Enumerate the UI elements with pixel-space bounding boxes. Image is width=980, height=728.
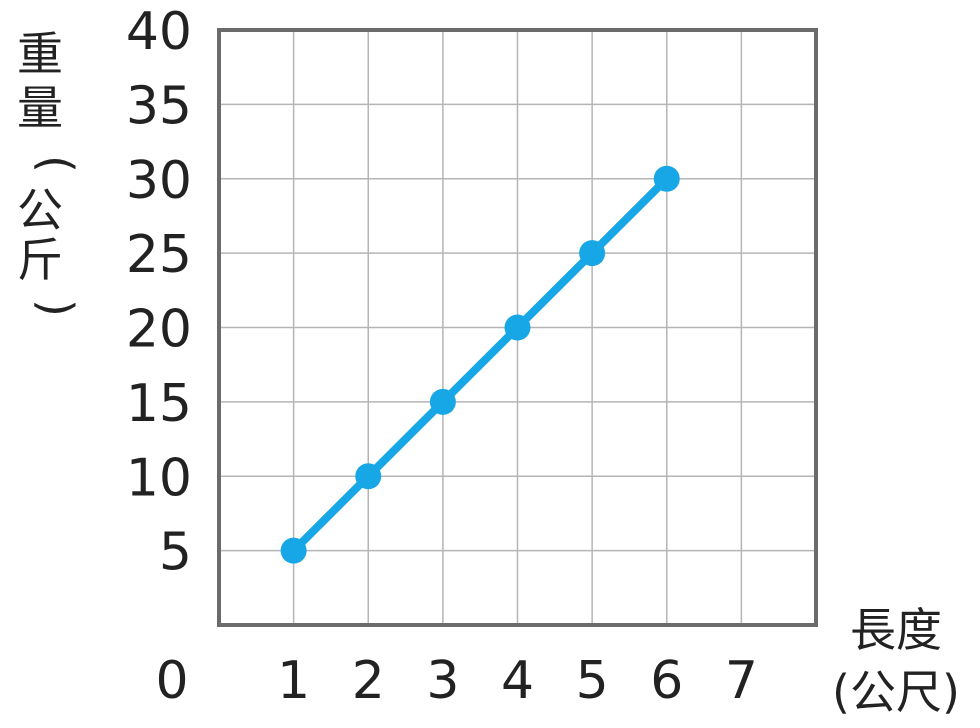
x-tick-label: 4	[501, 651, 534, 711]
x-axis-title-line2: (公尺)	[832, 665, 960, 719]
x-tick-label: 6	[650, 651, 683, 711]
origin-label: 0	[155, 651, 188, 711]
x-axis-title-line1: 長度	[850, 603, 942, 657]
series-layer	[280, 165, 680, 564]
y-axis-title-char: 斤	[17, 233, 63, 287]
data-point	[653, 165, 680, 192]
y-tick-label: 40	[126, 2, 192, 62]
data-point	[504, 314, 531, 341]
y-tick-label: 15	[126, 374, 192, 434]
x-tick-label: 5	[576, 651, 609, 711]
y-tick-label: 20	[126, 300, 192, 360]
y-tick-label: 25	[126, 225, 192, 285]
x-tick-label: 1	[277, 651, 310, 711]
y-axis-title-char: 量	[17, 81, 63, 135]
data-point	[355, 463, 382, 490]
data-point	[579, 240, 606, 267]
y-axis-title: 重量 ( 公斤)	[17, 27, 83, 317]
plot-frame	[217, 28, 818, 627]
y-tick-label: 10	[126, 448, 192, 508]
data-point	[429, 388, 456, 415]
x-tick-label: 7	[725, 651, 758, 711]
y-axis-title-char: 重	[17, 27, 63, 81]
y-axis-title-char: (	[29, 155, 83, 173]
y-tick-label: 35	[126, 76, 192, 136]
y-tick-labels: 5 10 15 20 25 30 35 40	[126, 2, 192, 583]
data-point	[280, 537, 307, 564]
x-tick-label: 3	[426, 651, 459, 711]
y-tick-label: 30	[126, 151, 192, 211]
y-tick-label: 5	[159, 523, 192, 583]
series-line	[289, 174, 671, 555]
x-tick-label: 2	[352, 651, 385, 711]
grid-lines	[219, 30, 816, 625]
y-axis-title-char: )	[29, 299, 83, 317]
y-axis-title-char: 公	[17, 183, 63, 237]
